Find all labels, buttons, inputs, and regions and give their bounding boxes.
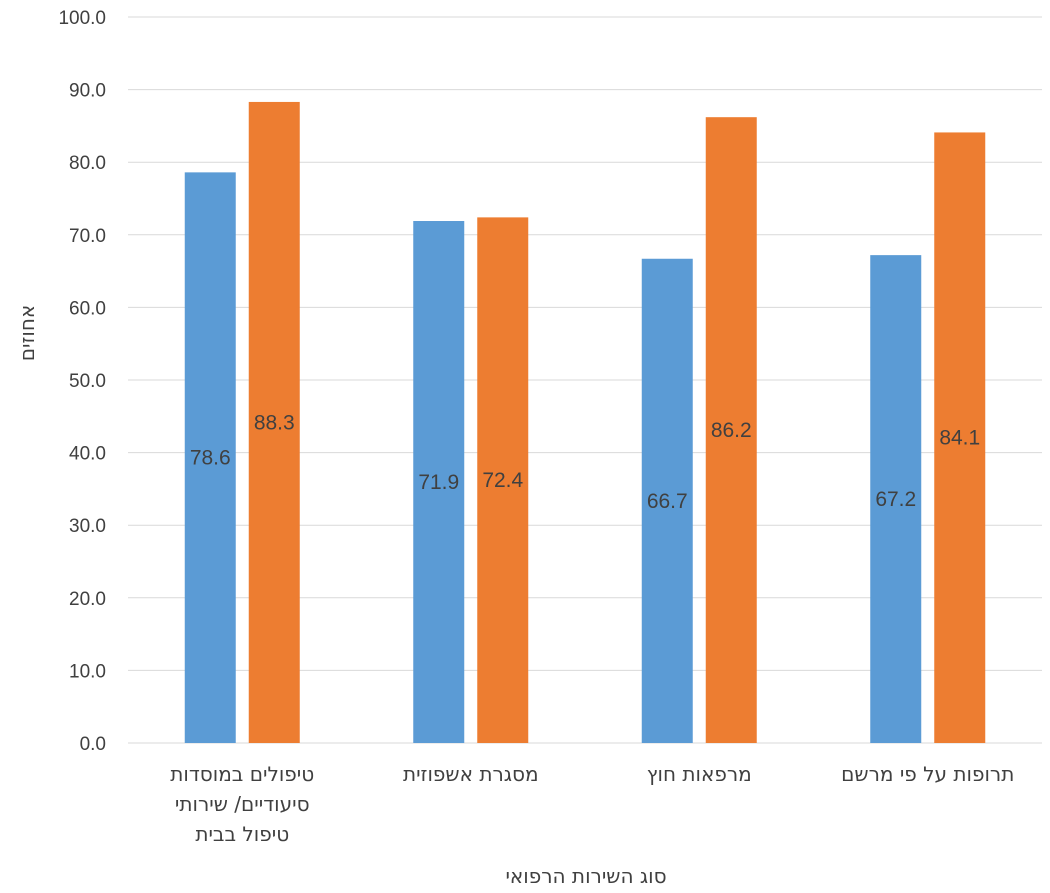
bars [184, 101, 986, 744]
x-axis-categories: טיפולים במוסדות סיעודיים/ שירותי טיפול בבי… [170, 762, 1014, 846]
data-labels: 78.6 88.3 71.9 72.4 66.7 86.2 67.2 84.1 [190, 411, 980, 512]
y-axis-ticks: 0.0 10.0 20.0 30.0 40.0 50.0 60.0 70.0 80.0 90.0 1… [58, 8, 106, 755]
data-label: 67.2 [875, 488, 916, 511]
data-label: 72.4 [482, 469, 523, 492]
bar-series-1 [870, 255, 922, 744]
y-tick-label: 40.0 [69, 444, 106, 465]
y-tick-label: 100.0 [58, 8, 106, 29]
y-tick-label: 50.0 [69, 371, 106, 392]
y-tick-label: 10.0 [69, 661, 106, 682]
y-axis-title: אחוזים [15, 305, 39, 362]
y-tick-label: 30.0 [69, 516, 106, 537]
data-label: 86.2 [711, 419, 752, 442]
bar-series-1 [413, 221, 465, 744]
y-tick-label: 70.0 [69, 226, 106, 247]
bar-series-2 [934, 132, 986, 743]
x-axis-title: סוג השירות הרפואי [505, 864, 666, 888]
bar-series-2 [705, 117, 757, 744]
bar-series-1 [184, 172, 236, 743]
y-tick-label: 0.0 [80, 734, 106, 755]
data-label: 88.3 [254, 411, 295, 434]
bar-series-1 [641, 258, 693, 743]
x-category-label: תרופות על פי מרשם [841, 762, 1014, 786]
data-label: 71.9 [418, 471, 459, 494]
bar-series-2 [477, 217, 529, 744]
x-category-label: מרפאות חוץ [647, 762, 752, 786]
data-label: 78.6 [190, 447, 231, 470]
x-category-label: מסגרת אשפוזית [403, 762, 539, 786]
y-tick-label: 20.0 [69, 589, 106, 610]
data-label: 66.7 [647, 490, 688, 513]
y-tick-label: 90.0 [69, 81, 106, 102]
data-label: 84.1 [939, 427, 980, 450]
y-tick-label: 80.0 [69, 153, 106, 174]
y-tick-label: 60.0 [69, 298, 106, 319]
bar-series-2 [248, 101, 300, 743]
x-category-label: טיפולים במוסדות סיעודיים/ שירותי טיפול בבי… [170, 762, 314, 846]
